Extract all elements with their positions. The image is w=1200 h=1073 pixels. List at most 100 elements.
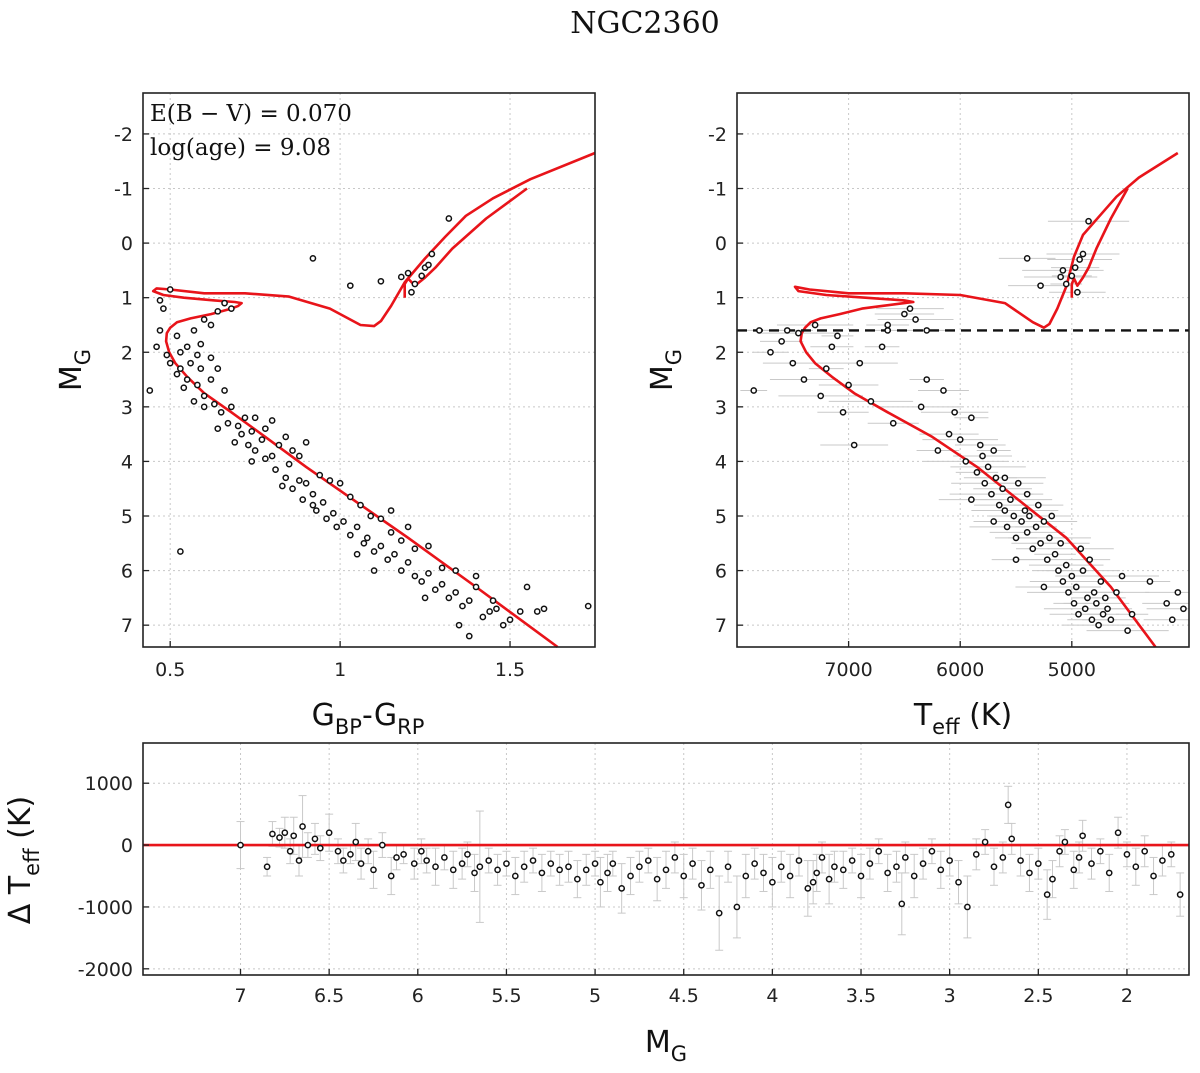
hrd-star-point [1095, 621, 1102, 629]
cmd-star-point [465, 632, 473, 640]
cmd-star-point [370, 548, 378, 555]
cmd-star-point [228, 403, 235, 411]
res-residual-point [898, 900, 906, 908]
hrd-star-point [988, 490, 995, 498]
cmd-star-point [183, 343, 191, 351]
cmd-star-point [472, 583, 480, 591]
hrd-star-point [1023, 255, 1031, 262]
res-residual-point [760, 869, 767, 877]
res-residual-point [410, 860, 418, 867]
res-residual-point [556, 866, 563, 874]
hrd-star-point [990, 447, 998, 454]
res-xtick-label: 3 [944, 985, 956, 1007]
hrd-star-point [778, 337, 785, 345]
hrd-star-point [951, 408, 958, 416]
res-residual-point [352, 838, 360, 846]
hrd-star-point [1010, 512, 1018, 520]
res-residual-point [848, 857, 856, 864]
hrd-star-point [1090, 589, 1098, 596]
cmd-star-point [357, 501, 364, 509]
res-residual-point [494, 866, 501, 874]
cmd-ytick-label: 4 [121, 451, 133, 473]
hrd-star-point [867, 398, 875, 405]
hrd-star-point [940, 387, 947, 394]
res-residual-point [818, 854, 826, 861]
hrd-star-point [884, 327, 892, 334]
hrd-star-point [1070, 599, 1078, 607]
cmd-xtick-label: 0.5 [155, 659, 185, 681]
cmd-star-point [166, 359, 174, 367]
res-residual-point [237, 841, 244, 849]
hrd-star-point [828, 343, 836, 351]
hrd-star-point [1075, 610, 1082, 618]
hrd-star-point [800, 376, 808, 383]
hrd-star-point [750, 387, 758, 394]
cmd-star-point [506, 616, 514, 624]
hrd-star-point [1088, 616, 1096, 624]
res-residual-point [1056, 847, 1063, 855]
cmd-star-point [411, 545, 419, 553]
cmd-ytick-label: 7 [121, 615, 133, 637]
cmd-ticks: 0.5 1 1.5 -2 -1 0 1 2 3 4 5 6 7 [114, 124, 525, 681]
cmd-star-point [302, 479, 310, 487]
hrd-star-point [1065, 589, 1072, 596]
cmd-star-point [248, 428, 256, 435]
cmd-star-point [425, 261, 432, 269]
cmd-star-point [177, 365, 184, 372]
cmd-panel: 0.5 1 1.5 -2 -1 0 1 2 3 4 5 6 7 E(B − V) = 0.070 log… [54, 92, 596, 739]
res-residual-point [955, 878, 962, 886]
res-residual-point [325, 829, 333, 837]
hrd-star-point [1174, 589, 1182, 596]
cmd-ytick-label: 1 [121, 288, 133, 310]
res-residual-point [538, 869, 546, 877]
hrd-star-point [981, 479, 989, 487]
hrd-ytick-label: 5 [715, 506, 727, 528]
hrd-star-point [1014, 479, 1022, 487]
res-residual-point [1167, 851, 1175, 858]
cmd-ylabel: MG [54, 349, 95, 391]
hrd-star-point [1168, 616, 1176, 624]
res-residual-point [370, 866, 377, 874]
hrd-star-point [901, 310, 908, 318]
res-residual-point [276, 834, 283, 842]
cmd-star-point [486, 608, 493, 615]
cmd-star-point [418, 578, 426, 585]
hrd-star-point [1059, 267, 1067, 274]
hrd-ytick-label: 7 [715, 615, 727, 637]
cmd-star-point [200, 403, 208, 411]
res-residual-point [565, 863, 572, 871]
cmd-star-point [166, 286, 174, 293]
cmd-annotation-ebv: E(B − V) = 0.070 [150, 101, 352, 127]
hrd-star-point [1085, 217, 1092, 225]
cmd-star-point [197, 340, 205, 348]
hrd-star-point [1084, 594, 1091, 602]
res-residual-point [680, 872, 688, 880]
cmd-star-point [312, 507, 320, 514]
res-xtick-label: 5.5 [491, 985, 521, 1007]
res-residual-point [1017, 857, 1024, 864]
res-residual-point [432, 863, 439, 871]
res-residual-point [831, 863, 838, 871]
hrd-star-point [1146, 578, 1154, 585]
res-residual-point [972, 851, 980, 858]
cmd-star-point [408, 288, 415, 296]
hrd-xlabel: Teff (K) [913, 698, 1012, 739]
cmd-star-point [289, 447, 296, 454]
hrd-star-point [1012, 534, 1020, 542]
cmd-star-point [533, 608, 541, 615]
hrd-star-point [1124, 627, 1131, 634]
res-residual-point [1123, 851, 1131, 858]
hrd-star-point [1128, 610, 1136, 618]
res-residual-point [1075, 854, 1083, 861]
cmd-star-point [278, 482, 286, 490]
res-residual-point [937, 866, 945, 874]
hrd-star-point [1037, 282, 1044, 290]
res-residual-point [1026, 869, 1033, 877]
res-xtick-label: 5 [589, 985, 601, 1007]
hrd-star-point [992, 474, 1000, 482]
cmd-star-point [194, 351, 201, 359]
cmd-star-point [190, 327, 198, 334]
cmd-star-point [367, 512, 375, 520]
cmd-star-point [275, 441, 283, 449]
res-residual-point [795, 857, 803, 864]
